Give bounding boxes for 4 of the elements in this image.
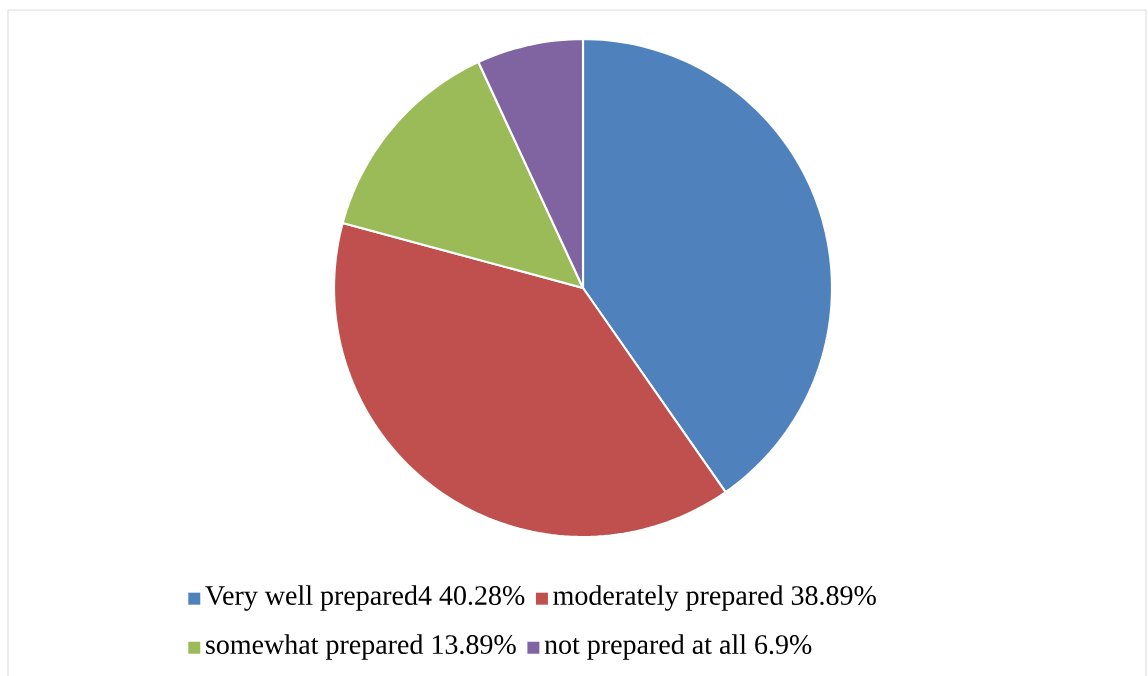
legend-label: not prepared at all 6.9% [544,634,812,660]
legend-label: Very well prepared4 40.28% [205,585,525,611]
legend-label: somewhat prepared 13.89% [206,634,516,660]
legend-label: moderately prepared 38.89% [553,585,876,611]
